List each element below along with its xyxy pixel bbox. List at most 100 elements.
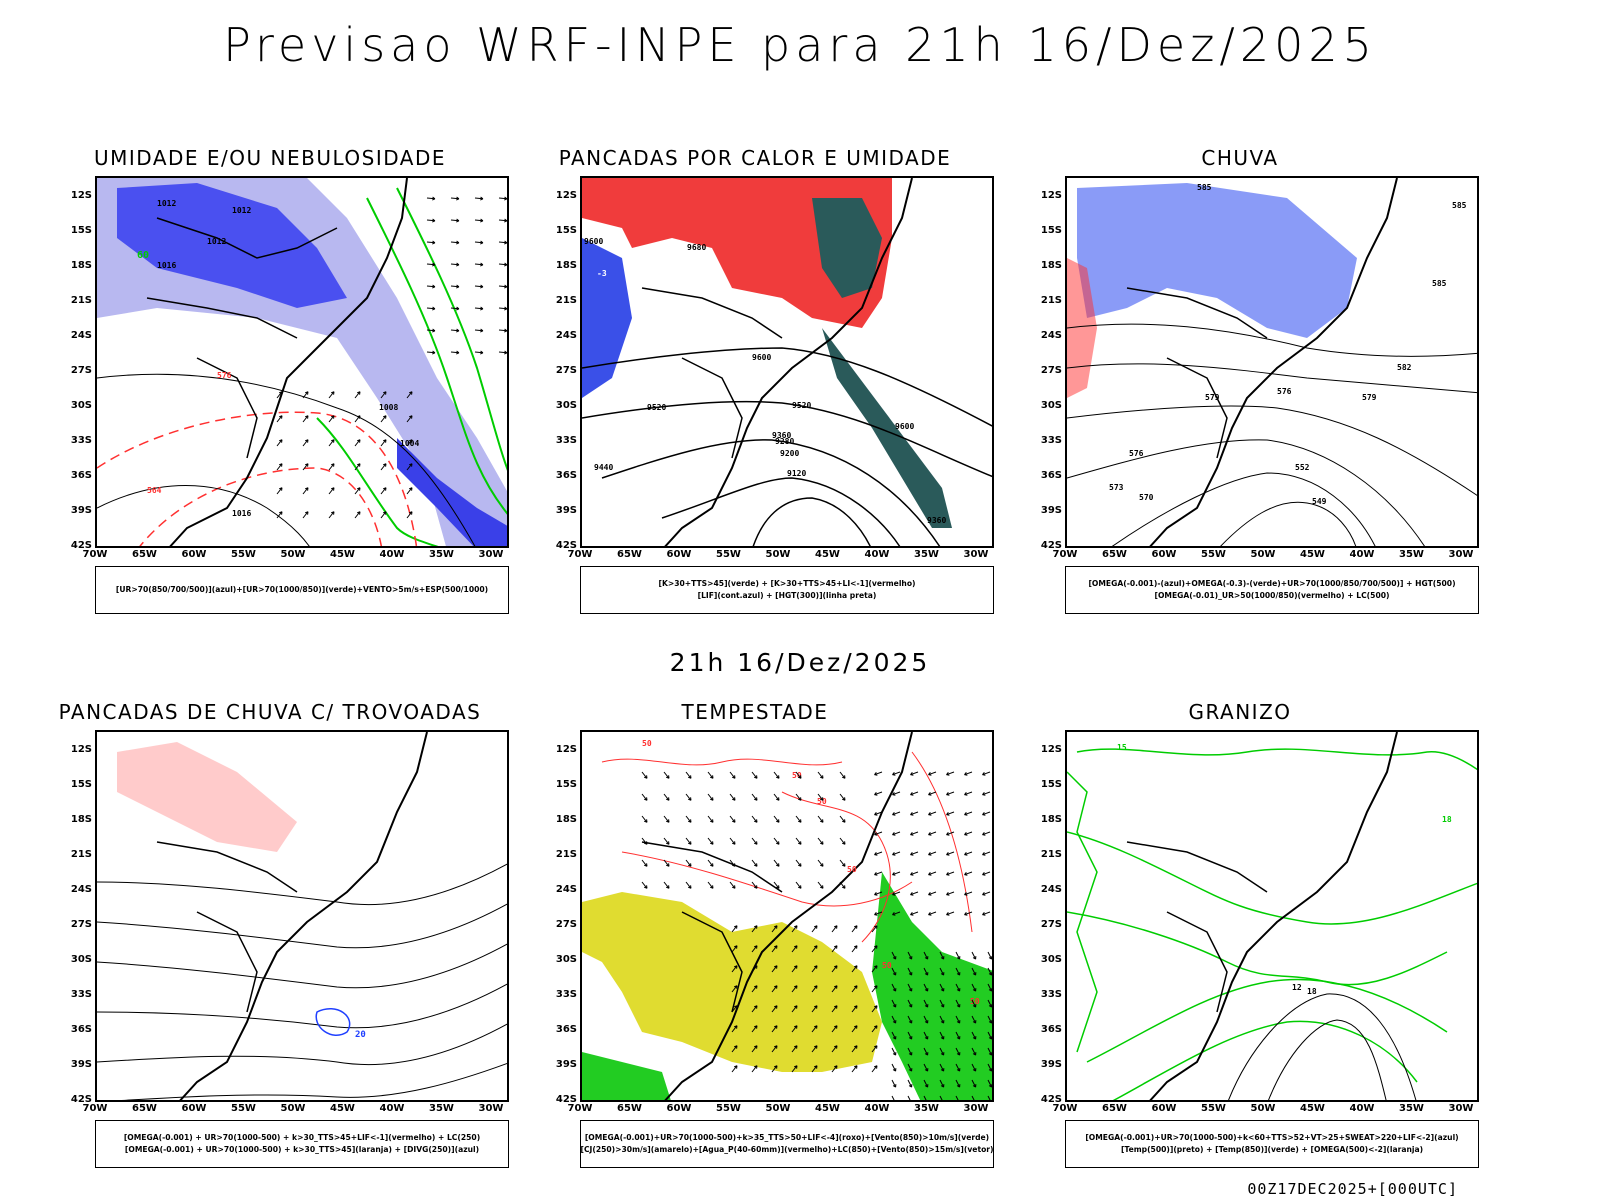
lat-tick-label: 27S — [555, 365, 577, 376]
panel-title: GRANIZO — [1188, 700, 1292, 724]
legend-line: [OMEGA(-0.001) + UR>70(1000-500) + k>30_… — [123, 1133, 481, 1142]
contour-label: 552 — [1295, 463, 1310, 472]
wind-arrow-head — [946, 912, 950, 916]
wind-arrow — [791, 945, 798, 953]
wind-arrow-head — [304, 463, 309, 467]
wind-arrow-head — [480, 328, 484, 333]
wind-arrow — [751, 815, 758, 823]
hgt-contour — [1067, 439, 1425, 546]
wind-arrow — [474, 351, 484, 354]
main-title: Previsao WRF-INPE para 21h 16/Dez/2025 — [223, 18, 1377, 72]
wind-arrow-head — [643, 797, 648, 801]
border-line — [1126, 287, 1268, 459]
wind-arrow — [380, 463, 387, 471]
hgt-contour — [1111, 472, 1376, 546]
contour-label: 50 — [792, 771, 802, 780]
wind-arrow — [891, 951, 897, 960]
contour-label: 9200 — [780, 449, 799, 458]
wind-arrow-head — [910, 792, 914, 796]
wind-arrow-head — [813, 1045, 818, 1049]
wind-arrow-head — [874, 872, 878, 876]
wind-arrow — [328, 463, 335, 471]
wind-arrow — [426, 285, 436, 288]
wind-arrow — [751, 771, 758, 779]
lon-tick-label: 35W — [1399, 549, 1424, 560]
lat-tick-label: 27S — [1040, 365, 1062, 376]
lon-tick-label: 50W — [765, 1103, 791, 1114]
wind-arrow — [817, 793, 824, 801]
wind-arrow-head — [956, 956, 961, 960]
wind-arrow — [892, 851, 901, 856]
wind-arrow — [874, 871, 883, 876]
contour-label: -3 — [597, 269, 607, 278]
wind-arrow-head — [733, 925, 738, 929]
green-contour-line — [396, 187, 507, 471]
wind-arrow — [871, 1025, 878, 1033]
wind-arrow — [791, 985, 798, 993]
border-line — [641, 287, 783, 459]
wind-arrow — [891, 983, 897, 992]
wind-arrow-head — [793, 1065, 798, 1069]
wind-arrow — [939, 1063, 945, 1072]
wind-arrow — [791, 1005, 798, 1013]
wind-arrow-head — [643, 841, 648, 845]
lon-tick-label: 70W — [567, 1103, 593, 1114]
wind-arrow-head — [330, 511, 335, 515]
lon-tick-label: 40W — [379, 549, 405, 560]
wind-arrow — [928, 791, 937, 796]
lat-tick-label: 36S — [1040, 470, 1062, 481]
wind-arrow-head — [873, 1065, 878, 1069]
wind-arrow — [971, 983, 977, 992]
lon-tick-label: 45W — [330, 549, 355, 560]
lat-tick-label: 24S — [70, 884, 92, 895]
legend-line: [UR>70(850/700/500)](azul)+[UR>70(1000/8… — [115, 585, 489, 594]
wind-arrow — [946, 811, 955, 816]
panel-title: CHUVA — [1201, 146, 1279, 170]
wind-arrow-head — [793, 1045, 798, 1049]
lon-tick-label: 50W — [280, 549, 306, 560]
wind-arrow-head — [956, 988, 961, 992]
wind-arrow-head — [753, 1005, 758, 1009]
wind-arrow — [380, 415, 387, 423]
contour-label: 1016 — [157, 261, 176, 270]
blue-omega-region — [1077, 183, 1357, 338]
wind-arrow-head — [432, 328, 436, 333]
wind-arrow — [831, 985, 838, 993]
wind-arrow-head — [988, 1052, 992, 1056]
wind-arrow — [987, 951, 992, 960]
wind-arrow-head — [408, 487, 413, 491]
green-contour-line — [366, 197, 507, 515]
wind-arrow — [971, 967, 977, 976]
wind-arrow — [874, 811, 883, 816]
wind-arrow-head — [504, 196, 507, 201]
wind-arrow — [831, 1045, 838, 1053]
contour-label: 1004 — [400, 439, 419, 448]
wind-arrow — [498, 329, 507, 332]
wind-arrow — [946, 871, 955, 876]
wind-arrow — [891, 967, 897, 976]
wind-arrow — [426, 219, 436, 222]
wind-arrow — [971, 1079, 977, 1088]
wind-arrow-head — [925, 1100, 928, 1102]
wind-arrow-head — [356, 415, 361, 419]
wind-arrow-head — [753, 1045, 758, 1049]
contour-label: 9520 — [792, 401, 811, 410]
wind-arrow — [928, 871, 937, 876]
wind-arrow — [964, 911, 973, 916]
lon-tick-label: 45W — [815, 549, 840, 560]
wind-arrow-head — [643, 885, 648, 889]
lon-tick-label: 55W — [716, 549, 741, 560]
contour-label: 579 — [1362, 393, 1377, 402]
wind-arrow — [685, 771, 692, 779]
wind-arrow-head — [940, 1084, 945, 1088]
wind-arrow — [791, 965, 798, 973]
wind-arrow — [939, 967, 945, 976]
wind-arrow-head — [892, 988, 897, 992]
wind-arrow-head — [480, 350, 484, 355]
wind-arrow — [450, 241, 460, 244]
wind-arrow — [971, 1031, 977, 1040]
wind-arrow — [426, 241, 436, 244]
wind-arrow — [982, 791, 991, 796]
hgt-contour — [752, 497, 871, 546]
lat-tick-label: 15S — [555, 225, 577, 236]
